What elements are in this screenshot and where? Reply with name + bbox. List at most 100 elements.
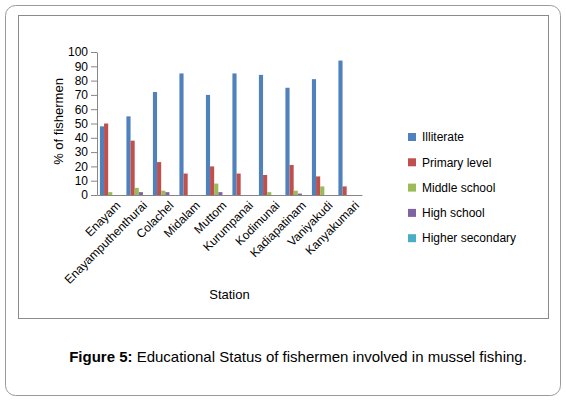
x-tick-label: Midalam — [161, 198, 203, 240]
y-tick: 90 — [75, 60, 97, 74]
y-tick-label: 90 — [75, 60, 89, 74]
y-axis-line — [97, 53, 98, 196]
y-tick-mark — [91, 195, 97, 196]
bar — [328, 195, 332, 196]
legend-label: Primary level — [422, 156, 491, 170]
bar — [302, 195, 306, 196]
bar — [294, 191, 298, 195]
legend-item: Middle school — [408, 181, 495, 195]
bar-series — [100, 61, 343, 195]
bar — [285, 88, 289, 195]
y-tick: 100 — [68, 45, 97, 59]
bar — [214, 184, 218, 195]
y-tick: 30 — [75, 145, 97, 159]
y-tick: 20 — [75, 160, 97, 174]
bar-series — [108, 184, 324, 195]
bar — [135, 188, 139, 195]
bar — [241, 195, 245, 196]
bar — [184, 174, 188, 195]
chart: 0102030405060708090100EnayamEnayamputhen… — [0, 0, 566, 401]
bar — [290, 165, 294, 195]
bar — [245, 195, 249, 196]
bar — [196, 195, 200, 196]
legend-item: High school — [408, 206, 485, 220]
legend-item: Primary level — [408, 156, 491, 170]
y-tick-mark — [91, 109, 97, 110]
bar — [169, 195, 173, 196]
bar — [131, 141, 135, 195]
legend-label: Higher secondary — [422, 231, 516, 245]
x-axis: EnayamEnayamputhenthuraiColachelMidalamM… — [62, 195, 363, 287]
y-tick: 40 — [75, 131, 97, 145]
bar — [222, 195, 226, 196]
x-tick-label: Kanyakumari — [303, 198, 362, 257]
y-tick-label: 100 — [68, 45, 88, 59]
bar — [192, 195, 196, 196]
y-tick-label: 30 — [75, 145, 89, 159]
y-tick-label: 10 — [75, 174, 89, 188]
bar — [298, 194, 302, 195]
legend-label: Middle school — [422, 181, 495, 195]
bar — [324, 195, 328, 196]
y-tick-label: 0 — [81, 188, 88, 202]
y-tick-label: 70 — [75, 88, 89, 102]
y-tick: 0 — [81, 188, 97, 202]
y-tick-label: 60 — [75, 103, 89, 117]
bar — [165, 192, 169, 195]
legend-swatch — [408, 133, 416, 141]
bar — [210, 166, 214, 195]
bar — [351, 195, 355, 196]
legend-swatch — [408, 209, 416, 217]
x-tick: Kanyakumari — [303, 195, 362, 258]
bar — [232, 73, 236, 195]
y-tick-mark — [91, 81, 97, 82]
legend-swatch — [408, 234, 416, 242]
bar — [126, 116, 130, 195]
bar — [104, 124, 108, 196]
y-tick-mark — [91, 95, 97, 96]
y-tick-label: 80 — [75, 74, 89, 88]
y-tick: 60 — [75, 103, 97, 117]
bar — [112, 195, 116, 196]
bar — [263, 175, 267, 195]
y-tick-mark — [91, 166, 97, 167]
legend-swatch — [408, 158, 416, 166]
x-axis-title: Station — [209, 287, 249, 302]
y-tick: 80 — [75, 74, 97, 88]
y-tick-mark — [91, 124, 97, 125]
bar — [188, 195, 192, 196]
bar — [320, 186, 324, 195]
y-tick: 70 — [75, 88, 97, 102]
y-tick: 10 — [75, 174, 97, 188]
x-tick: Midalam — [161, 195, 203, 240]
bar — [271, 195, 275, 196]
y-tick-mark — [91, 152, 97, 153]
y-tick-label: 50 — [75, 117, 89, 131]
y-tick: 50 — [75, 117, 97, 131]
figure-frame — [6, 6, 561, 396]
x-axis-line — [98, 195, 363, 196]
bar — [338, 61, 342, 195]
bar — [347, 195, 351, 196]
bar — [143, 195, 147, 196]
y-tick-mark — [91, 66, 97, 67]
bar — [153, 92, 157, 195]
bar — [312, 79, 316, 195]
bar — [237, 174, 241, 195]
bar — [275, 195, 279, 196]
legend-item: Higher secondary — [408, 231, 516, 245]
bar — [259, 75, 263, 195]
chart-frame — [19, 16, 549, 319]
bar — [157, 162, 161, 195]
legend: Illiterate Primary level Middle school High… — [408, 130, 516, 245]
bars — [100, 61, 347, 195]
legend-item: Illiterate — [408, 130, 464, 144]
bar-series — [139, 192, 302, 195]
bar — [179, 73, 183, 195]
bar — [355, 195, 359, 196]
bar — [139, 192, 143, 195]
y-tick-mark — [91, 138, 97, 139]
y-axis: 0102030405060708090100 — [68, 45, 98, 202]
bar — [316, 176, 320, 195]
y-tick-mark — [91, 181, 97, 182]
